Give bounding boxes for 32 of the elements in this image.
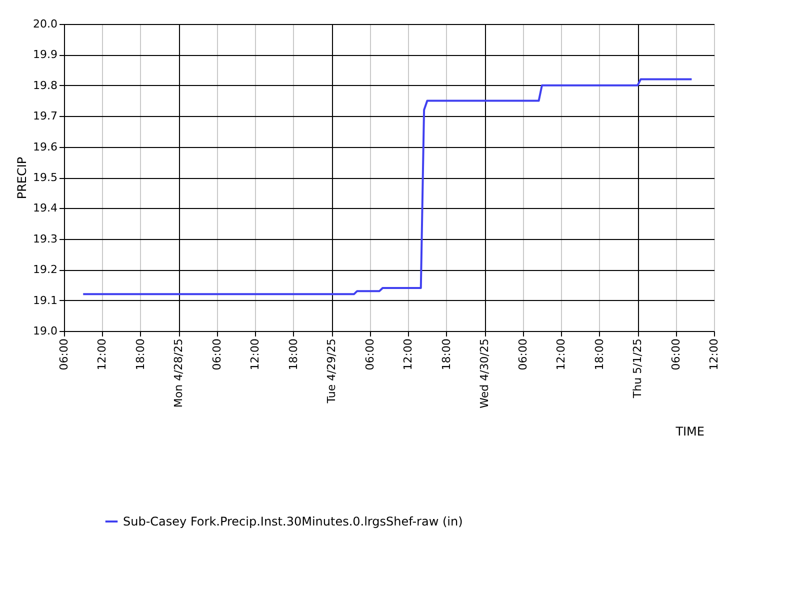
x-tick-label: 18:00 xyxy=(134,338,147,370)
y-tick-label: 19.4 xyxy=(33,202,58,215)
legend-label: Sub-Casey Fork.Precip.Inst.30Minutes.0.lrgsShef-raw (in) xyxy=(123,514,463,528)
x-tick-label: 06:00 xyxy=(58,338,70,370)
y-tick-label: 19.8 xyxy=(33,78,58,92)
x-tick-label: 12:00 xyxy=(708,338,720,370)
y-axis-title: PRECIP xyxy=(15,156,30,200)
y-tick-label: 19.3 xyxy=(33,232,58,246)
x-tick-label: 18:00 xyxy=(440,338,453,370)
y-tick-label: 20.0 xyxy=(33,18,58,30)
x-tick-label: 06:00 xyxy=(363,338,376,370)
x-axis-title: TIME xyxy=(674,424,704,438)
x-tick-label: Thu 5/1/25 xyxy=(631,338,644,400)
x-tick-label: 06:00 xyxy=(516,338,530,370)
x-tick-label: 18:00 xyxy=(592,338,606,370)
y-tick-label: 19.1 xyxy=(33,294,58,307)
y-tick-label: 19.2 xyxy=(33,263,58,276)
x-tick-label: 06:00 xyxy=(669,338,682,370)
x-tick-label: 12:00 xyxy=(96,338,109,370)
x-tick-label: 12:00 xyxy=(402,338,415,370)
y-tick-label: 19.7 xyxy=(33,110,58,123)
x-tick-label: Wed 4/30/25 xyxy=(478,338,492,408)
x-tick-label: Mon 4/28/25 xyxy=(172,338,186,408)
x-tick-label: 12:00 xyxy=(554,338,568,370)
y-tick-label: 19.9 xyxy=(33,48,58,62)
y-tick-label: 19.6 xyxy=(33,140,58,154)
x-tick-label: 06:00 xyxy=(210,338,224,370)
x-tick-label: 12:00 xyxy=(248,338,262,370)
x-tick-label: Tue 4/29/25 xyxy=(325,338,338,404)
x-tick-label: 18:00 xyxy=(286,338,300,370)
y-tick-label: 19.0 xyxy=(33,324,58,338)
y-tick-label: 19.5 xyxy=(33,171,58,184)
